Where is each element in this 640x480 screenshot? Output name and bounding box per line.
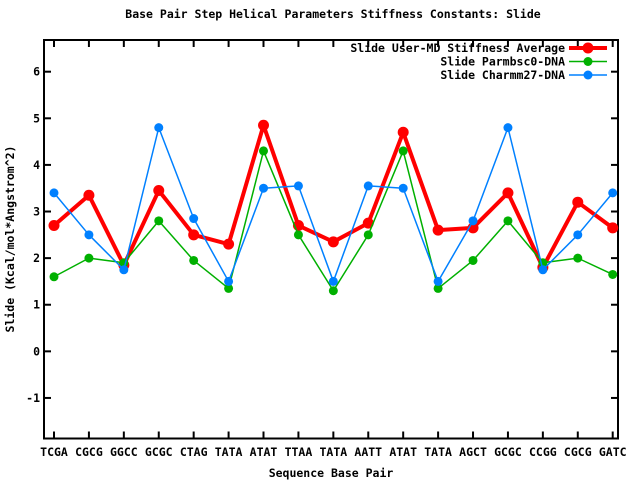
data-point (573, 253, 583, 263)
data-point (468, 216, 478, 226)
x-tick-label: GCGC (494, 445, 522, 459)
y-tick-label: 3 (33, 205, 40, 219)
x-tick-label: GATC (599, 445, 627, 459)
y-tick-label: 2 (33, 251, 40, 265)
data-point (84, 253, 94, 263)
data-point (83, 189, 95, 201)
data-point (433, 276, 443, 286)
x-tick-label: CCGG (529, 445, 557, 459)
x-tick-label: AATT (354, 445, 382, 459)
x-tick-label: TCGA (40, 445, 68, 459)
data-point (119, 265, 129, 275)
data-point (189, 214, 199, 224)
legend-label-parmbsc0: Slide Parmbsc0-DNA (440, 55, 565, 69)
data-point (468, 255, 478, 265)
y-tick-label: 6 (33, 65, 40, 79)
data-point (153, 185, 165, 197)
data-point (154, 123, 164, 133)
legend-marker-charmm27 (583, 70, 593, 80)
data-point (259, 183, 269, 193)
x-tick-label: TATA (319, 445, 347, 459)
y-tick-label: 1 (33, 298, 40, 312)
x-tick-label: ATAT (389, 445, 417, 459)
x-axis-label: Sequence Base Pair (269, 466, 394, 480)
data-point (362, 217, 374, 229)
series-line-2 (53, 126, 614, 283)
plot-border (43, 39, 619, 440)
data-point (433, 283, 443, 293)
data-point (502, 187, 514, 199)
data-point (84, 230, 94, 240)
data-point (573, 230, 583, 240)
data-point (363, 181, 373, 191)
legend: Slide User-MD Stiffness Average Slide Pa… (350, 41, 607, 82)
y-tick-label: 0 (33, 344, 40, 358)
data-point (572, 196, 584, 208)
x-tick-label: TATA (424, 445, 452, 459)
legend-entry-charmm27: Slide Charmm27-DNA (440, 68, 607, 82)
y-tick-label: 5 (33, 111, 40, 125)
legend-marker-user-md (582, 42, 594, 54)
x-tick-label: CGCG (75, 445, 103, 459)
data-point (224, 276, 234, 286)
legend-entry-user-md: Slide User-MD Stiffness Average (350, 41, 607, 55)
data-point (258, 119, 270, 131)
data-point (432, 224, 444, 236)
x-tick-label: TTAA (285, 445, 313, 459)
data-point (608, 269, 618, 279)
x-tick-label: AGCT (459, 445, 487, 459)
legend-marker-parmbsc0 (583, 57, 593, 66)
data-point (328, 286, 338, 296)
data-point (49, 272, 59, 282)
legend-entry-parmbsc0: Slide Parmbsc0-DNA (440, 55, 607, 69)
data-point (48, 220, 60, 232)
data-point (363, 230, 373, 240)
data-point (223, 238, 235, 250)
chart-title: Base Pair Step Helical Parameters Stiffn… (125, 7, 540, 21)
legend-label-charmm27: Slide Charmm27-DNA (440, 68, 565, 82)
x-tick-label: TATA (215, 445, 243, 459)
legend-label-user-md: Slide User-MD Stiffness Average (350, 41, 565, 55)
data-point (503, 123, 513, 133)
y-tick-label: 4 (33, 158, 40, 172)
data-point (503, 216, 513, 226)
data-point (154, 216, 164, 226)
series-line-1 (53, 150, 614, 292)
data-point (188, 229, 200, 241)
data-point (397, 126, 409, 138)
data-point (259, 146, 269, 156)
plot-area: TCGA CGCG GGCC GCGC CTAG TATA ATAT TTAA TATA AATT… (26, 39, 627, 459)
x-tick-label: GCGC (145, 445, 173, 459)
x-tick-label: CGCG (564, 445, 592, 459)
data-point (608, 188, 618, 198)
x-tick-label: GGCC (110, 445, 138, 459)
data-point (328, 276, 338, 286)
data-point (293, 181, 303, 191)
x-tick-label: CTAG (180, 445, 208, 459)
data-point (293, 230, 303, 240)
data-point (49, 188, 59, 198)
data-point (224, 283, 234, 293)
data-point (538, 265, 548, 275)
y-tick-label: -1 (26, 391, 40, 405)
y-axis-label: Slide (Kcal/mol*Angstrom^2) (3, 146, 17, 333)
data-point (398, 146, 408, 156)
data-point (327, 236, 339, 248)
data-point (607, 222, 619, 234)
data-point (398, 183, 408, 193)
x-tick-label: ATAT (250, 445, 278, 459)
data-point (189, 255, 199, 265)
